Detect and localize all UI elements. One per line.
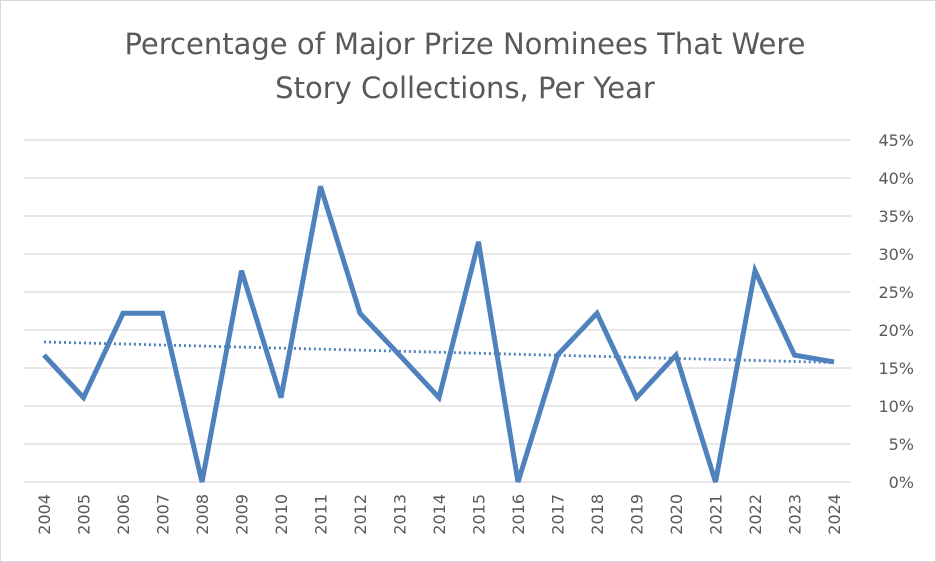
- x-tick-label: 2017: [549, 494, 568, 535]
- x-tick-label: 2020: [667, 494, 686, 535]
- data-point: [397, 352, 403, 358]
- x-tick-label: 2018: [588, 494, 607, 535]
- y-tick-label: 40%: [878, 169, 914, 188]
- x-tick-label: 2011: [312, 494, 331, 535]
- data-point: [792, 352, 798, 358]
- x-tick-label: 2012: [351, 494, 370, 535]
- trendline: [43, 340, 835, 364]
- x-tick-label: 2013: [391, 494, 410, 535]
- y-tick-label: 5%: [889, 435, 914, 454]
- y-tick-label: 20%: [878, 321, 914, 340]
- x-tick-label: 2015: [470, 494, 489, 535]
- x-tick-label: 2006: [114, 494, 133, 535]
- x-tick-label: 2010: [272, 494, 291, 535]
- x-tick-label: 2023: [786, 494, 805, 535]
- y-tick-label: 45%: [878, 131, 914, 150]
- data-point: [831, 359, 837, 365]
- series-layer: [41, 183, 837, 485]
- x-tick-label: 2021: [707, 494, 726, 535]
- x-tick-label: 2007: [154, 494, 173, 535]
- data-point: [673, 352, 679, 358]
- chart-title-line-2: Story Collections, Per Year: [275, 71, 655, 105]
- y-tick-label: 10%: [878, 397, 914, 416]
- data-point: [120, 310, 126, 316]
- data-point: [436, 395, 442, 401]
- data-point: [752, 268, 758, 274]
- data-point: [555, 352, 561, 358]
- chart-title-line-1: Percentage of Major Prize Nominees That …: [124, 27, 806, 61]
- x-tick-label: 2024: [825, 494, 844, 535]
- data-point: [41, 352, 47, 358]
- x-tick-label: 2016: [509, 494, 528, 535]
- data-point: [594, 310, 600, 316]
- trendline-line: [43, 340, 835, 364]
- data-point: [476, 239, 482, 245]
- data-point: [81, 395, 87, 401]
- y-axis-ticks: 0% 5% 10% 15% 20% 25% 30% 35% 40% 45%: [878, 131, 914, 492]
- x-tick-label: 2009: [233, 494, 252, 535]
- x-tick-label: 2005: [75, 494, 94, 535]
- data-point: [515, 479, 521, 485]
- data-point: [357, 310, 363, 316]
- x-tick-label: 2014: [430, 494, 449, 535]
- x-tick-label: 2022: [746, 494, 765, 535]
- data-point: [239, 268, 245, 274]
- x-axis-ticks: 2004 2005 2006 2007 2008 2009 2010 2011 2012 2013…: [35, 494, 844, 535]
- data-point: [199, 479, 205, 485]
- x-tick-label: 2019: [628, 494, 647, 535]
- y-tick-label: 15%: [878, 359, 914, 378]
- y-tick-label: 30%: [878, 245, 914, 264]
- data-point: [634, 395, 640, 401]
- y-tick-label: 0%: [889, 473, 914, 492]
- data-point: [713, 479, 719, 485]
- data-point: [318, 183, 324, 189]
- x-tick-label: 2008: [193, 494, 212, 535]
- data-point: [278, 395, 284, 401]
- y-tick-label: 25%: [878, 283, 914, 302]
- x-tick-label: 2004: [35, 494, 54, 535]
- chart-title: Percentage of Major Prize Nominees That …: [0, 22, 930, 110]
- data-point: [160, 310, 166, 316]
- y-tick-label: 35%: [878, 207, 914, 226]
- series-line: [42, 185, 835, 483]
